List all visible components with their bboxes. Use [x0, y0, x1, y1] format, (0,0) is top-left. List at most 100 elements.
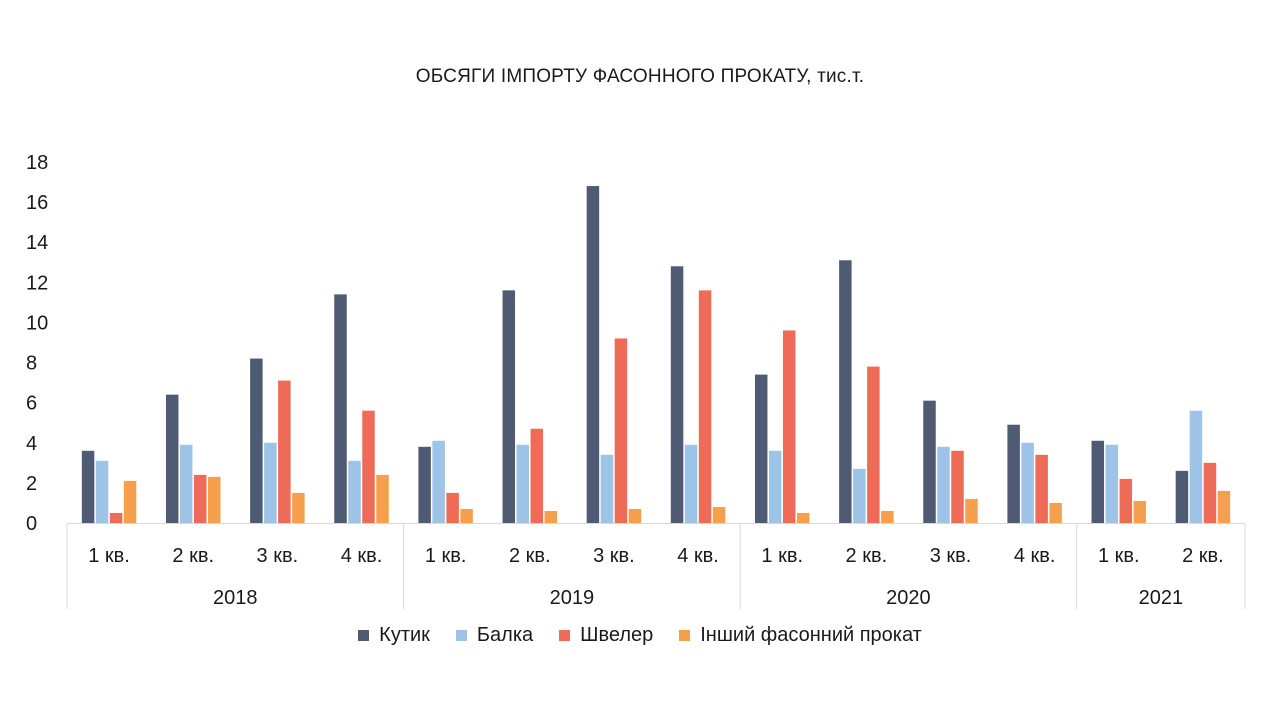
- bar: [698, 290, 712, 523]
- bar: [123, 480, 137, 523]
- bar: [586, 186, 600, 523]
- legend-item: Балка: [455, 624, 534, 647]
- bar: [1035, 454, 1048, 523]
- bar: [502, 290, 516, 523]
- bar: [867, 366, 880, 523]
- bar: [1203, 462, 1217, 523]
- bar: [1105, 444, 1119, 523]
- bar: [839, 260, 852, 523]
- bar: [684, 444, 698, 523]
- year-label: 2020: [886, 587, 931, 609]
- bar: [362, 410, 375, 523]
- bar: [109, 512, 123, 523]
- bar: [1217, 490, 1231, 523]
- bar: [600, 454, 614, 523]
- x-tick-label: 2 кв.: [1182, 545, 1224, 567]
- x-tick-label: 2 кв.: [509, 545, 551, 567]
- bar: [376, 474, 389, 523]
- bar: [516, 444, 530, 523]
- y-tick-label: 10: [26, 312, 48, 334]
- bar: [81, 450, 95, 523]
- legend-label: Балка: [476, 624, 534, 646]
- bar: [881, 510, 894, 523]
- legend-swatch: [455, 630, 467, 641]
- bar: [193, 474, 207, 523]
- bar: [278, 380, 291, 523]
- x-tick-label: 3 кв.: [593, 545, 635, 567]
- x-tick-label: 4 кв.: [1014, 545, 1056, 567]
- bar: [418, 446, 431, 523]
- bar: [250, 358, 263, 523]
- bar: [853, 468, 866, 523]
- legend-label: Швелер: [580, 624, 654, 646]
- bar: [754, 374, 768, 523]
- bar: [432, 440, 445, 523]
- y-tick-label: 2: [26, 473, 37, 495]
- x-tick-label: 4 кв.: [677, 545, 719, 567]
- bar: [1091, 440, 1105, 523]
- bar: [628, 508, 642, 523]
- bar: [1021, 442, 1034, 523]
- bar: [179, 444, 193, 523]
- bar: [334, 294, 347, 523]
- bar: [544, 510, 558, 523]
- bar: [460, 508, 473, 523]
- legend-item: Швелер: [559, 624, 653, 647]
- x-tick-label: 3 кв.: [930, 545, 972, 567]
- year-label: 2019: [550, 587, 595, 609]
- x-tick-label: 3 кв.: [257, 545, 299, 567]
- bars: [81, 186, 1231, 523]
- x-tick-label: 1 кв.: [761, 545, 803, 567]
- y-tick-label: 6: [26, 393, 37, 415]
- legend-item: Кутик: [358, 624, 430, 647]
- bar: [782, 330, 796, 523]
- bar: [1119, 478, 1133, 523]
- bar: [1189, 410, 1203, 523]
- bar: [768, 450, 782, 523]
- year-label: 2021: [1139, 587, 1184, 609]
- legend-swatch: [559, 630, 571, 641]
- bar: [712, 506, 726, 523]
- x-tick-label: 4 кв.: [341, 545, 383, 567]
- x-tick-label: 2 кв.: [846, 545, 888, 567]
- year-label: 2018: [213, 587, 258, 609]
- bar: [614, 338, 628, 523]
- x-tick-label: 2 кв.: [172, 545, 214, 567]
- legend-swatch: [679, 630, 691, 641]
- bar: [165, 394, 179, 523]
- bar: [446, 492, 459, 523]
- y-tick-label: 18: [26, 152, 48, 174]
- bar: [1007, 424, 1020, 523]
- y-tick-label: 8: [26, 353, 37, 375]
- bar: [1175, 470, 1189, 523]
- bar: [923, 400, 936, 523]
- x-tick-label: 1 кв.: [88, 545, 130, 567]
- bar: [264, 442, 277, 523]
- bar: [670, 266, 684, 523]
- bar: [348, 460, 361, 523]
- legend: Кутик Балка Швелер Інший фасонний прокат: [0, 624, 1280, 647]
- y-tick-label: 16: [26, 192, 48, 214]
- legend-label: Інший фасонний прокат: [700, 624, 922, 646]
- bar: [207, 476, 221, 523]
- bar: [1049, 502, 1062, 523]
- x-axis: 1 кв. 2 кв. 3 кв. 4 кв. 1 кв. 2 кв. 3 кв. 4 кв.…: [66, 523, 1246, 609]
- bar: [1133, 500, 1147, 523]
- y-tick-label: 14: [26, 232, 48, 254]
- legend-label: Кутик: [379, 624, 430, 646]
- bar: [937, 446, 950, 523]
- chart-title: ОБСЯГИ ІМПОРТУ ФАСОННОГО ПРОКАТУ, тис.т.: [415, 66, 865, 87]
- x-tick-label: 1 кв.: [1098, 545, 1140, 567]
- bar: [292, 492, 305, 523]
- bar: [951, 450, 964, 523]
- bar: [965, 498, 978, 523]
- legend-swatch: [358, 630, 370, 641]
- y-tick-label: 12: [26, 272, 48, 294]
- bar: [530, 428, 544, 523]
- y-axis: 0 2 4 6 8 10 12 14 16 18: [26, 152, 48, 535]
- bar: [95, 460, 109, 523]
- x-tick-label: 1 кв.: [425, 545, 467, 567]
- y-tick-label: 0: [26, 513, 37, 535]
- y-tick-label: 4: [26, 433, 37, 455]
